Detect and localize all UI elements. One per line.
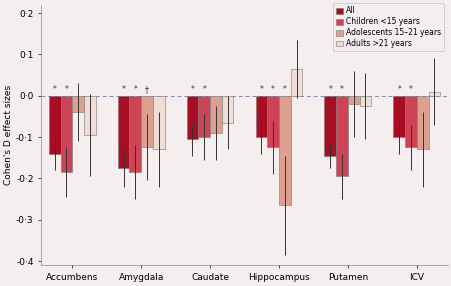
Bar [347,96,359,104]
Bar [60,96,72,172]
Bar [117,96,129,168]
Bar [198,96,210,137]
Bar [141,96,152,147]
Bar [392,96,404,137]
Text: *: * [339,85,343,94]
Bar [129,96,141,172]
Bar [210,96,221,133]
Bar [416,96,428,150]
Bar [278,96,290,205]
Bar [267,96,278,147]
Text: *: * [408,85,412,94]
Text: *: * [133,85,137,94]
Text: *: * [328,85,331,94]
Bar [72,96,84,112]
Bar [290,69,302,96]
Y-axis label: Cohen's D effect sizes: Cohen's D effect sizes [4,85,13,185]
Text: *: * [396,85,400,94]
Text: †: † [145,85,149,94]
Text: *: * [64,85,68,94]
Bar [428,92,439,96]
Text: *: * [259,85,263,94]
Text: *: * [190,85,194,94]
Bar [404,96,416,147]
Bar [255,96,267,137]
Bar [84,96,96,135]
Bar [49,96,60,154]
Bar [152,96,164,150]
Text: *: * [282,85,286,94]
Legend: All, Children <15 years, Adolescents 15–21 years, Adults >21 years: All, Children <15 years, Adolescents 15–… [332,3,443,51]
Bar [336,96,347,176]
Text: *: * [53,85,56,94]
Bar [324,96,336,156]
Text: *: * [121,85,125,94]
Text: *: * [271,85,275,94]
Text: *: * [202,85,206,94]
Bar [359,96,371,106]
Bar [221,96,233,123]
Bar [186,96,198,139]
